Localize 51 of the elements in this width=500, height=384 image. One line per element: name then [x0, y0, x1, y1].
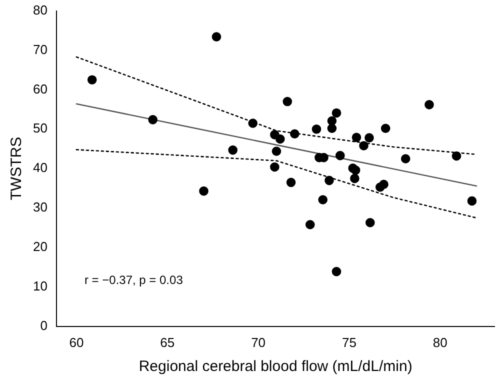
- y-tick-label: 0: [40, 318, 48, 333]
- point: [272, 146, 282, 156]
- point: [212, 32, 222, 42]
- y-tick-label: 40: [32, 160, 48, 176]
- point: [286, 178, 296, 188]
- point: [282, 96, 292, 106]
- y-tick-label: 60: [32, 81, 48, 96]
- line-series: [76, 149, 478, 219]
- point: [400, 154, 410, 164]
- point: [352, 132, 362, 142]
- point: [199, 186, 208, 196]
- point: [332, 108, 342, 118]
- point: [379, 180, 388, 190]
- point: [380, 124, 390, 134]
- y-tick-label: 30: [32, 200, 48, 215]
- point: [290, 129, 300, 139]
- x-tick-label: 65: [160, 334, 175, 350]
- point: [270, 162, 280, 172]
- point: [424, 100, 434, 110]
- y-axis-title: TWSTRS: [8, 136, 26, 200]
- point: [365, 218, 375, 228]
- y-tick-label: 10: [32, 278, 48, 294]
- y-tick-label: 70: [32, 42, 48, 57]
- point: [327, 124, 337, 134]
- point: [305, 220, 315, 230]
- point: [350, 174, 360, 184]
- y-tick-label: 20: [32, 239, 48, 254]
- x-tick-label: 75: [342, 334, 356, 350]
- y-tick-label: 50: [32, 120, 48, 136]
- point: [275, 134, 285, 144]
- point: [332, 266, 342, 276]
- x-tick-label: 70: [251, 334, 266, 350]
- x-axis-title: Regional cerebral blood flow (mL/dL/min): [138, 358, 412, 376]
- point: [248, 118, 258, 128]
- point: [364, 133, 374, 142]
- point: [324, 176, 334, 186]
- point: [312, 124, 322, 134]
- x-tick-label: 80: [432, 334, 448, 350]
- annotation: r = −0.37, p = 0.03: [84, 272, 184, 287]
- x-tick-label: 60: [69, 334, 84, 350]
- point: [228, 145, 238, 155]
- point: [148, 115, 158, 124]
- y-tick-label: 80: [32, 2, 48, 18]
- point: [467, 196, 477, 206]
- point: [452, 151, 462, 161]
- point: [350, 166, 360, 175]
- point: [359, 141, 368, 150]
- point: [335, 150, 345, 160]
- point: [87, 75, 97, 84]
- point: [318, 195, 328, 204]
- point: [327, 116, 337, 126]
